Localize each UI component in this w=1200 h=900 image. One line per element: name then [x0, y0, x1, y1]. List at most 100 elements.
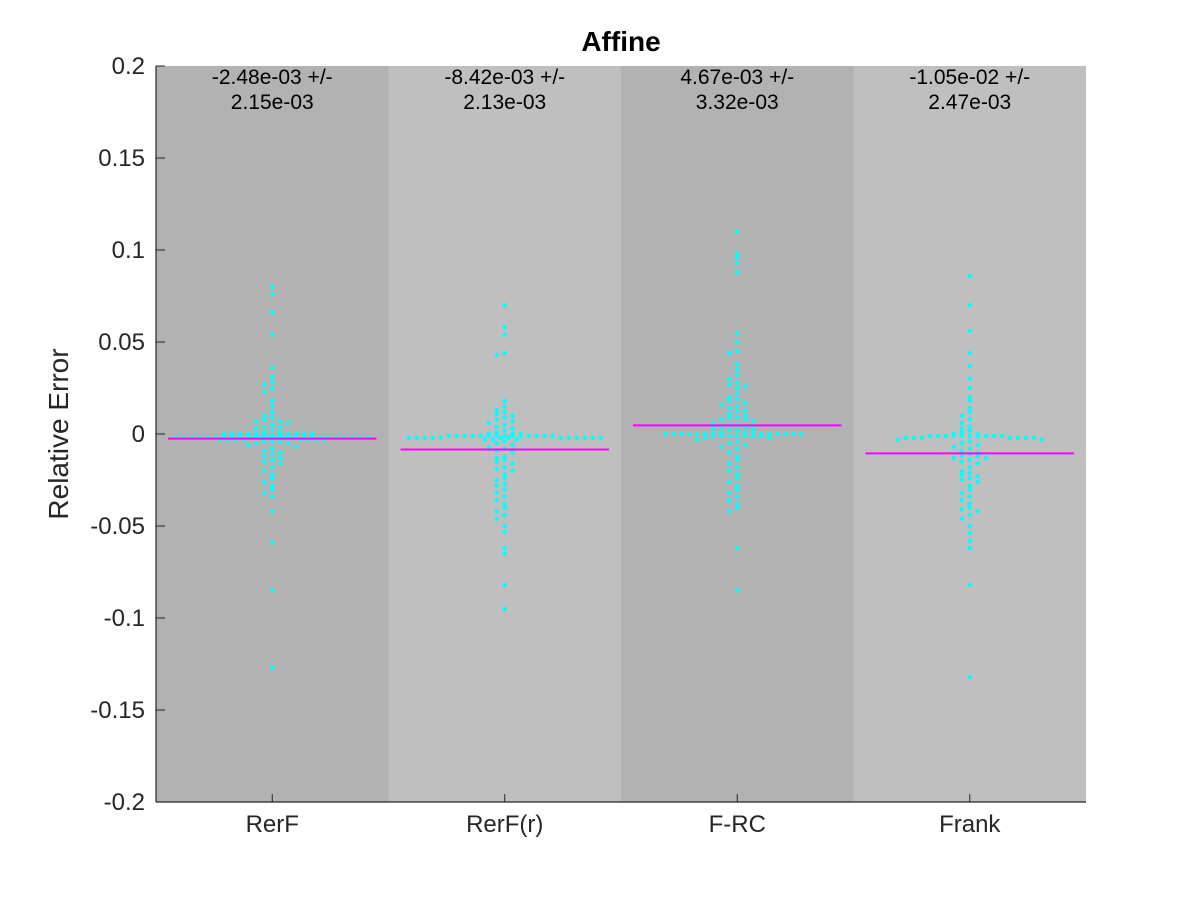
annotation-line-1: -2.48e-03 +/-: [212, 66, 333, 89]
data-point: [262, 490, 267, 496]
data-point: [406, 435, 411, 440]
data-point: [502, 439, 507, 444]
data-point: [935, 433, 940, 439]
data-point: [919, 435, 924, 440]
mean-lines: [168, 424, 1074, 455]
data-point: [246, 433, 251, 439]
data-point: [494, 459, 499, 464]
data-point: [735, 260, 740, 266]
data-point: [254, 433, 259, 439]
data-point: [967, 446, 972, 451]
data-point: [262, 433, 267, 439]
data-point: [494, 411, 499, 416]
data-point: [735, 385, 740, 391]
data-point: [270, 452, 275, 457]
data-point: [262, 448, 267, 453]
x-tick-label: RerF(r): [466, 811, 543, 838]
data-point: [679, 431, 684, 437]
data-point: [302, 433, 307, 439]
annotations: -2.48e-03 +/-2.15e-03 -8.42e-03 +/-2.13e-…: [212, 66, 1030, 114]
data-point: [494, 429, 499, 435]
data-point: [278, 429, 283, 435]
data-point: [486, 433, 491, 439]
data-point: [959, 490, 964, 496]
data-point: [999, 433, 1004, 439]
data-point: [727, 398, 732, 404]
data-point: [783, 431, 788, 437]
data-point: [703, 435, 708, 440]
data-point: [230, 433, 235, 439]
data-point: [270, 291, 275, 297]
data-point: [502, 457, 507, 462]
data-point: [506, 435, 511, 440]
data-point: [286, 433, 291, 439]
data-point: [262, 413, 267, 418]
data-point: [510, 413, 515, 418]
data-point: [735, 464, 740, 470]
data-point: [526, 433, 531, 439]
data-point: [967, 512, 972, 518]
data-point: [510, 442, 515, 448]
data-point: [695, 431, 700, 437]
data-point: [727, 406, 732, 411]
data-point: [510, 426, 515, 431]
data-point: [967, 328, 972, 334]
data-point: [735, 367, 740, 372]
data-point: [959, 472, 964, 477]
data-point: [1039, 437, 1044, 442]
data-point: [735, 349, 740, 354]
x-tick-labels: RerF RerF(r) F-RC Frank: [246, 811, 1002, 838]
data-point: [270, 509, 275, 514]
data-point: [278, 433, 283, 439]
data-point: [502, 325, 507, 330]
data-point: [278, 424, 283, 429]
data-point: [482, 437, 487, 442]
data-point: [727, 411, 732, 416]
data-point: [542, 433, 547, 439]
data-point: [498, 435, 503, 440]
data-point: [959, 441, 964, 446]
data-point: [502, 332, 507, 337]
data-point: [270, 494, 275, 499]
data-point: [494, 498, 499, 503]
data-point: [278, 461, 283, 466]
data-point: [278, 418, 283, 424]
data-point: [727, 376, 732, 381]
data-point: [502, 505, 507, 510]
data-point: [975, 461, 980, 466]
data-point: [502, 409, 507, 415]
data-point: [799, 431, 804, 437]
y-tick-label: 0.15: [98, 145, 145, 172]
data-point: [502, 415, 507, 420]
annotation-line-2: 2.15e-03: [231, 91, 314, 114]
data-point: [751, 429, 756, 435]
data-point: [959, 477, 964, 483]
data-point: [735, 453, 740, 459]
data-point: [983, 455, 988, 461]
data-point: [967, 428, 972, 433]
data-point: [510, 468, 515, 473]
x-tick-label: F-RC: [709, 811, 766, 838]
data-point: [270, 487, 275, 492]
data-point: [735, 391, 740, 396]
data-point: [975, 509, 980, 514]
data-point: [270, 398, 275, 404]
data-point: [967, 582, 972, 588]
data-point: [262, 479, 267, 485]
data-point: [270, 409, 275, 415]
data-point: [262, 424, 267, 429]
data-point: [959, 516, 964, 521]
data-point: [727, 479, 732, 485]
data-point: [975, 479, 980, 485]
data-point: [414, 435, 419, 440]
data-point: [278, 439, 283, 444]
data-point: [254, 441, 259, 446]
data-point: [727, 498, 732, 503]
data-point: [719, 433, 724, 439]
data-point: [959, 453, 964, 459]
data-point: [711, 433, 716, 439]
data-point: [502, 481, 507, 486]
data-point: [751, 433, 756, 439]
data-point: [959, 498, 964, 503]
data-point: [687, 431, 692, 437]
